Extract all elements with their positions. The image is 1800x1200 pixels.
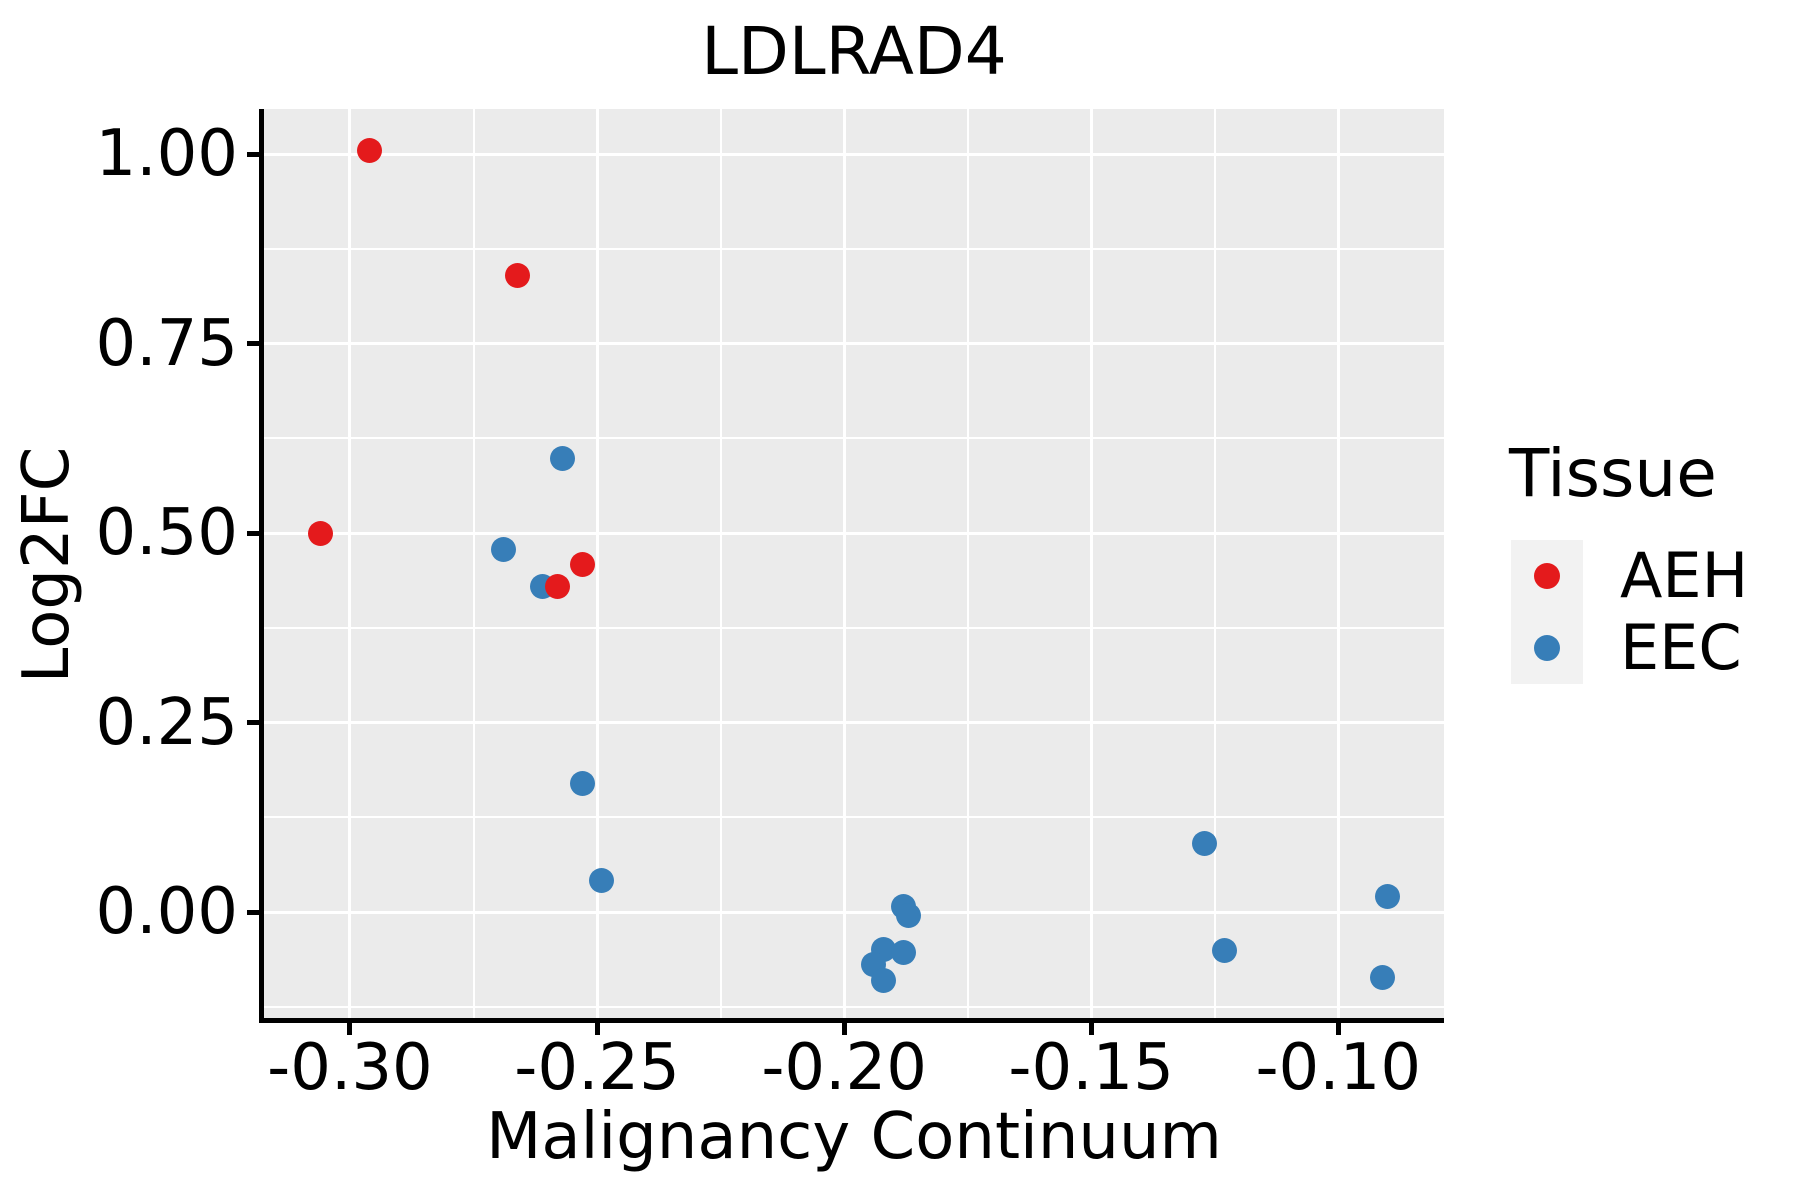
x-tick-label: -0.30	[267, 1031, 433, 1105]
gridline-y-major	[264, 342, 1444, 346]
data-point-aeh	[569, 551, 595, 577]
data-point-eec	[871, 967, 897, 993]
y-axis-title: Log2FC	[10, 446, 84, 684]
gridline-x-major	[1336, 109, 1340, 1018]
x-tick-label: -0.20	[761, 1031, 927, 1105]
plot-panel	[264, 109, 1444, 1018]
data-point-eec	[490, 537, 516, 563]
gridline-y-major	[264, 910, 1444, 914]
data-point-aeh	[357, 137, 383, 163]
gridline-x-minor	[966, 109, 969, 1018]
legend: Tissue AEH EEC	[1505, 434, 1795, 684]
legend-key-box	[1511, 540, 1583, 612]
x-tick	[347, 1023, 353, 1035]
data-point-eec	[1370, 964, 1396, 990]
gridline-x-minor	[719, 109, 722, 1018]
data-point-eec	[549, 446, 575, 472]
gridline-y-minor	[264, 437, 1444, 440]
legend-title: Tissue	[1509, 435, 1717, 512]
eec-point-icon	[1534, 635, 1560, 661]
data-point-aeh	[307, 520, 333, 546]
y-tick	[247, 720, 259, 726]
y-tick	[247, 909, 259, 915]
aeh-point-icon	[1534, 563, 1560, 589]
data-point-eec	[1192, 830, 1218, 856]
legend-rows: AEH EEC	[1505, 540, 1795, 684]
gridline-x-minor	[472, 109, 475, 1018]
y-tick	[247, 530, 259, 536]
y-tick-label: 0.75	[95, 306, 239, 381]
gridline-x-minor	[1213, 109, 1216, 1018]
legend-key-box	[1511, 612, 1583, 684]
data-point-eec	[1375, 884, 1401, 910]
x-tick	[1088, 1023, 1094, 1035]
y-tick	[247, 151, 259, 157]
x-tick	[594, 1023, 600, 1035]
x-axis-title: Malignancy Continuum	[486, 1100, 1222, 1174]
gridline-y-minor	[264, 626, 1444, 629]
x-tick	[841, 1023, 847, 1035]
x-tick-label: -0.25	[514, 1031, 680, 1105]
data-point-aeh	[505, 262, 531, 288]
gridline-y-minor	[264, 816, 1444, 819]
plot-title: LDLRAD4	[701, 13, 1007, 90]
data-point-eec	[589, 867, 615, 893]
y-tick-label: 1.00	[95, 117, 239, 192]
gridline-y-major	[264, 152, 1444, 156]
legend-label-aeh: AEH	[1620, 539, 1749, 612]
legend-label-eec: EEC	[1620, 611, 1742, 684]
gridline-x-major	[842, 109, 846, 1018]
y-tick	[247, 341, 259, 347]
data-point-eec	[890, 939, 916, 965]
x-tick-label: -0.15	[1008, 1031, 1174, 1105]
data-point-eec	[1212, 938, 1238, 964]
y-tick-label: 0.00	[95, 875, 239, 950]
gridline-x-major	[595, 109, 599, 1018]
y-tick-label: 0.25	[95, 685, 239, 760]
gridline-y-minor	[264, 1005, 1444, 1008]
data-point-eec	[895, 902, 921, 928]
x-axis-line	[259, 1018, 1444, 1023]
x-tick-label: -0.10	[1255, 1031, 1422, 1105]
data-point-eec	[569, 771, 595, 797]
gridline-x-major	[348, 109, 352, 1018]
legend-row-eec: EEC	[1505, 612, 1795, 684]
legend-row-aeh: AEH	[1505, 540, 1795, 612]
y-axis-line	[259, 109, 264, 1023]
gridline-y-major	[264, 721, 1444, 725]
data-point-aeh	[545, 574, 571, 600]
gridline-y-major	[264, 531, 1444, 535]
x-tick	[1335, 1023, 1341, 1035]
gridline-x-major	[1089, 109, 1093, 1018]
y-tick-label: 0.50	[95, 496, 239, 571]
gridline-y-minor	[264, 247, 1444, 250]
